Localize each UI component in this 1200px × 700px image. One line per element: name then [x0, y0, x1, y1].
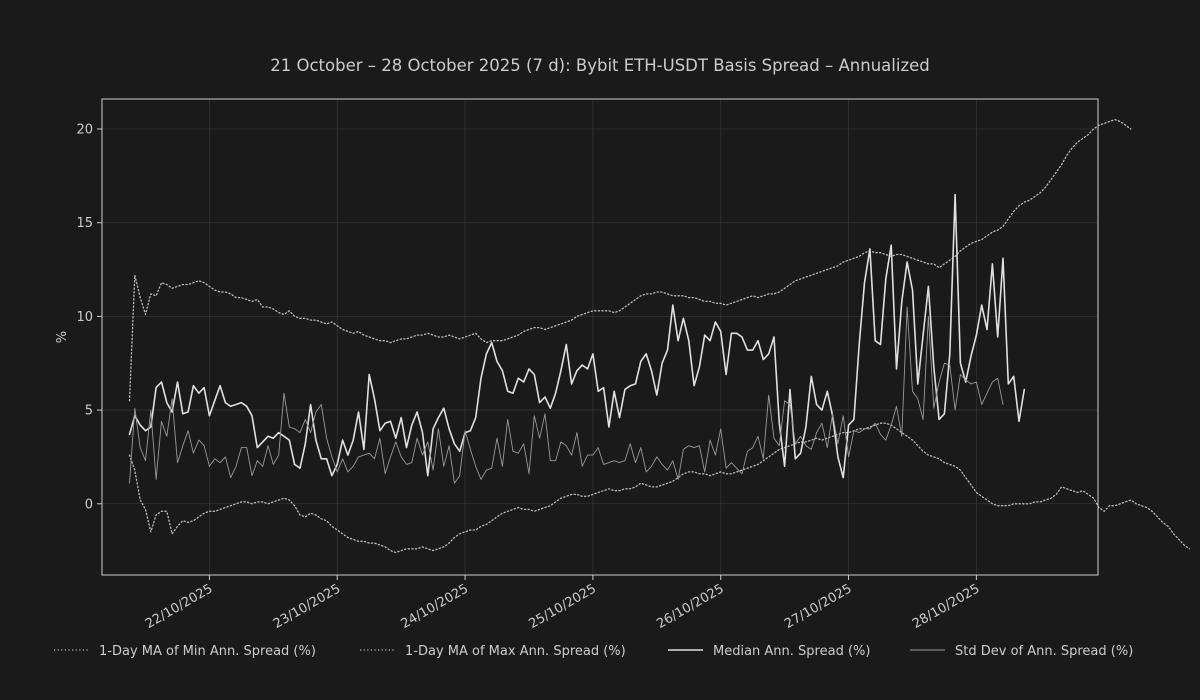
series-line-max	[128, 118, 1132, 402]
series-line-std	[129, 306, 1004, 484]
plot-frame	[101, 98, 1099, 576]
y-axis: 0 5 10 15 20	[76, 122, 102, 512]
legend: 1-Day MA of Min Ann. Spread (%) 1-Day MA …	[54, 644, 1133, 659]
legend-label: Std Dev of Ann. Spread (%)	[955, 644, 1133, 659]
legend-label: 1-Day MA of Min Ann. Spread (%)	[99, 644, 316, 659]
y-tick-label: 20	[76, 122, 93, 137]
legend-item-max: 1-Day MA of Max Ann. Spread (%)	[360, 644, 626, 659]
chart-title: 21 October – 28 October 2025 (7 d): Bybi…	[270, 56, 929, 75]
legend-item-median: Median Ann. Spread (%)	[668, 644, 870, 659]
y-axis-label: %	[55, 331, 70, 343]
legend-label: Median Ann. Spread (%)	[713, 644, 870, 659]
legend-label: 1-Day MA of Max Ann. Spread (%)	[405, 644, 626, 659]
series-line-median	[128, 193, 1026, 479]
series-line-min	[128, 422, 1191, 554]
series-layer	[128, 118, 1191, 554]
legend-item-std: Std Dev of Ann. Spread (%)	[910, 644, 1133, 659]
y-tick-label: 5	[85, 404, 93, 419]
y-tick-label: 10	[76, 310, 93, 325]
legend-item-min: 1-Day MA of Min Ann. Spread (%)	[54, 644, 316, 659]
y-tick-label: 15	[76, 216, 93, 231]
y-tick-label: 0	[85, 497, 93, 512]
